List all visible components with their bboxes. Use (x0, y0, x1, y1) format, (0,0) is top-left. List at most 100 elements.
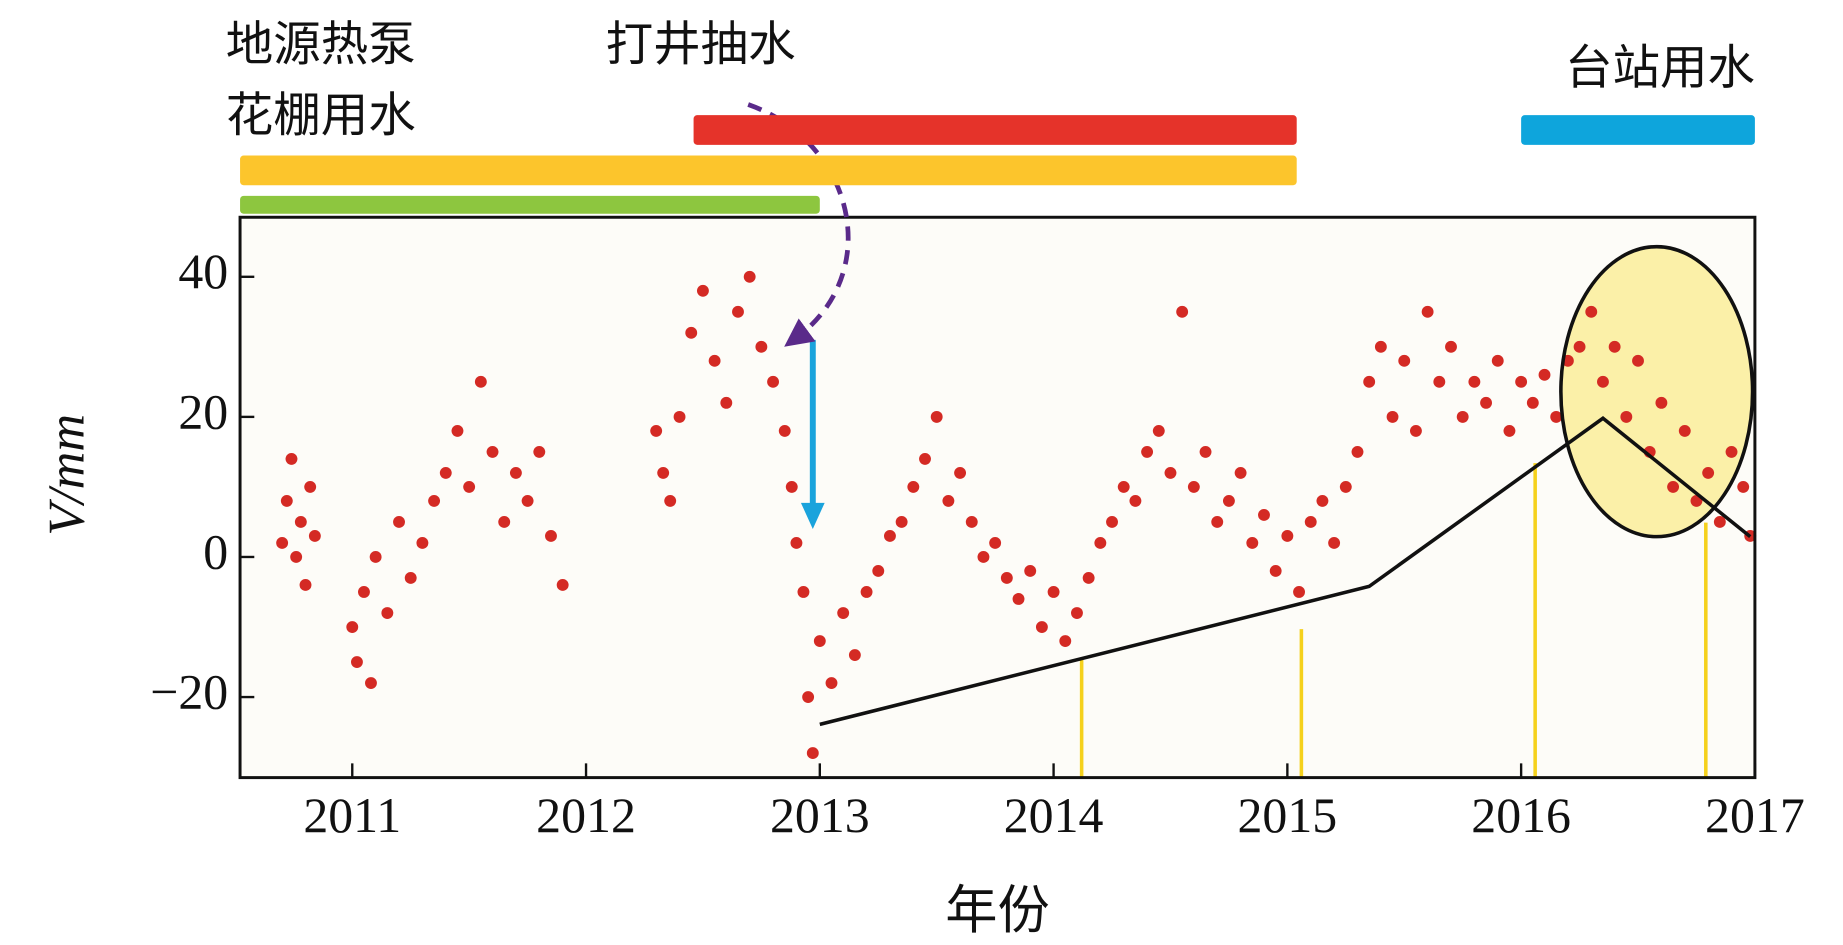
point (290, 551, 303, 563)
point (285, 452, 298, 465)
point (1304, 516, 1317, 528)
x-tick-label: 2016 (1471, 788, 1571, 843)
dashed-arrow (747, 102, 851, 347)
point (1164, 466, 1177, 479)
point (802, 691, 815, 703)
highlight-ellipse (1560, 246, 1753, 537)
point (1491, 354, 1504, 367)
point (1456, 410, 1469, 423)
point (755, 340, 768, 353)
point (673, 410, 686, 423)
arrow-head (800, 502, 825, 529)
point (1211, 516, 1224, 528)
point (1702, 466, 1715, 479)
point (1035, 621, 1048, 633)
point (369, 551, 382, 563)
point (895, 516, 908, 528)
point (404, 572, 417, 584)
point (954, 466, 967, 479)
point (778, 424, 791, 437)
point (664, 494, 677, 507)
point (907, 480, 920, 493)
point (1094, 537, 1107, 549)
point (1620, 410, 1633, 423)
point (280, 494, 293, 507)
x-tick-label: 2014 (1004, 788, 1104, 843)
point (965, 516, 978, 528)
x-tick-label: 2012 (536, 788, 636, 843)
period-bar (240, 155, 1297, 186)
point (1106, 516, 1118, 528)
point (797, 586, 810, 598)
point (1234, 466, 1247, 479)
point (1667, 480, 1680, 493)
point (1363, 375, 1376, 388)
y-tick-label: 0 (203, 524, 228, 579)
point (294, 516, 307, 528)
point (1538, 368, 1551, 381)
point (439, 466, 452, 479)
point (1117, 480, 1130, 493)
point (720, 396, 733, 409)
x-tick-label: 2013 (770, 788, 870, 843)
period-bar (693, 115, 1297, 145)
point (696, 284, 709, 297)
y-tick-label: 40 (178, 244, 228, 299)
point (451, 424, 464, 437)
point (498, 516, 511, 528)
point (1316, 494, 1329, 507)
point (1246, 537, 1259, 549)
point (708, 354, 721, 367)
point (1737, 480, 1750, 493)
point (1328, 537, 1341, 549)
point (1468, 375, 1481, 388)
y-axis-label: V/mm (37, 414, 95, 536)
x-tick-label: 2015 (1237, 788, 1337, 843)
point (521, 494, 534, 507)
point (474, 375, 487, 388)
point (1725, 445, 1738, 458)
point (1678, 424, 1691, 437)
point (1398, 354, 1411, 367)
point (358, 586, 370, 598)
point (1585, 305, 1598, 318)
point (1433, 375, 1446, 388)
y-tick-label: 20 (178, 384, 228, 439)
x-tick-label: 2011 (303, 788, 401, 843)
point (533, 445, 546, 458)
point (650, 424, 663, 437)
point (1550, 410, 1563, 423)
point (1351, 445, 1364, 458)
period-bar (240, 195, 820, 214)
point (556, 579, 569, 591)
point (1409, 424, 1422, 437)
point (509, 466, 522, 479)
point (1655, 396, 1668, 409)
point (989, 537, 1002, 549)
point (304, 480, 317, 493)
point (1386, 410, 1399, 423)
point (1152, 424, 1165, 437)
x-axis-label: 年份 (945, 881, 1049, 941)
period-bar (1521, 115, 1755, 145)
point (1199, 445, 1212, 458)
point (416, 537, 429, 549)
point (860, 586, 873, 598)
point (837, 607, 850, 619)
point (1141, 445, 1154, 458)
point (685, 326, 698, 339)
point (1515, 375, 1528, 388)
point (276, 537, 289, 549)
point (1526, 396, 1539, 409)
plot-area (240, 217, 1755, 778)
point (930, 410, 943, 423)
point (365, 677, 377, 689)
point (785, 480, 798, 493)
point (825, 677, 838, 689)
point (1421, 305, 1434, 318)
point (486, 445, 499, 458)
point (346, 621, 359, 633)
point (884, 530, 896, 542)
trend-line (819, 416, 1752, 727)
